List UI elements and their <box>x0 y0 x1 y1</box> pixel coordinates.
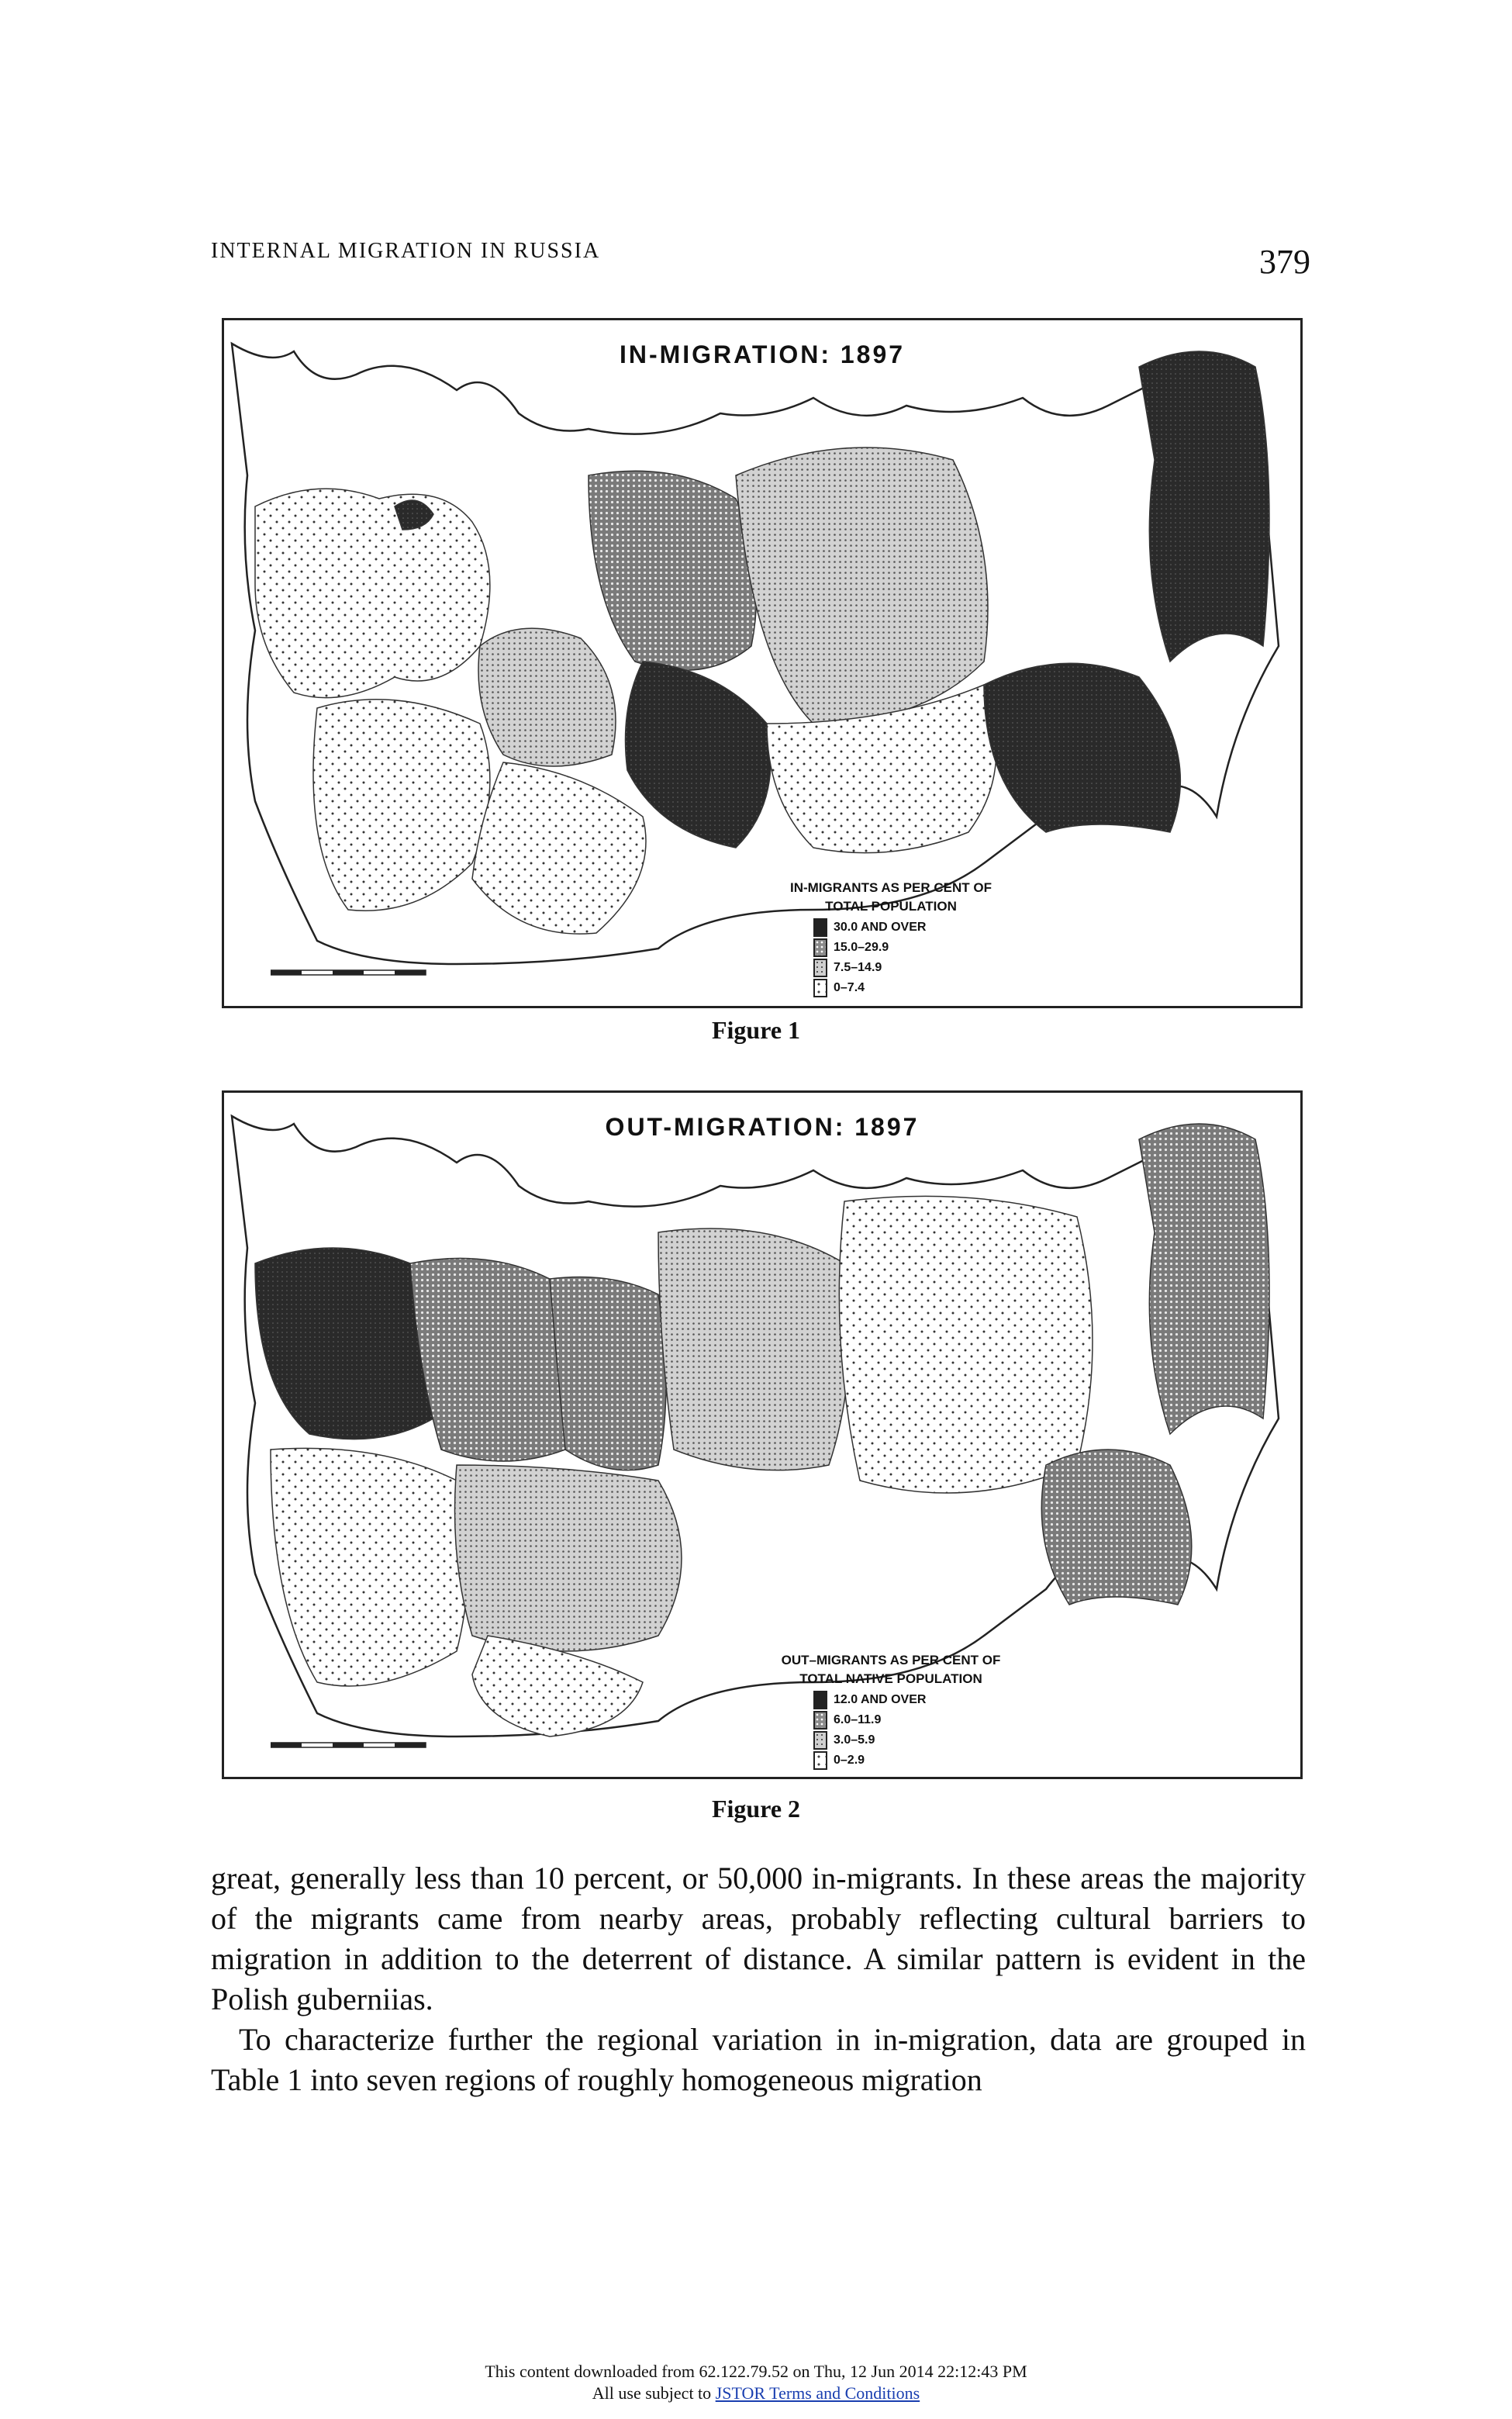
map-title: OUT-MIGRATION: 1897 <box>605 1113 920 1141</box>
map-region-east-siberia <box>838 1195 1093 1494</box>
scale-bar <box>271 969 426 976</box>
map-region-central-asia <box>471 1635 644 1737</box>
legend-label: 15.0–29.9 <box>834 941 889 954</box>
legend-swatch-dark <box>813 1691 827 1709</box>
map-legend: IN-MIGRANTS AS PER CENT OF TOTAL POPULAT… <box>736 879 1046 916</box>
map-legend: OUT–MIGRANTS AS PER CENT OF TOTAL NATIVE… <box>736 1651 1046 1688</box>
download-footer: This content downloaded from 62.122.79.5… <box>0 2361 1512 2404</box>
map-region-west-siberia <box>588 470 758 671</box>
legend-item: 15.0–29.9 <box>813 938 926 958</box>
legend-swatch-light <box>813 959 827 977</box>
body-paragraph: great, generally less than 10 percent, o… <box>211 1861 1306 2016</box>
map-region-petersburg <box>394 499 434 530</box>
out-migration-map <box>230 1114 1280 1738</box>
legend-label: 3.0–5.9 <box>834 1733 875 1747</box>
legend-label: 0–2.9 <box>834 1754 865 1767</box>
in-migration-map <box>230 341 1280 966</box>
in-migration-map-figure: IN-MIGRATION: 1897 IN-MIGRANTS AS PER CE… <box>222 318 1303 1008</box>
figure-caption: Figure 2 <box>711 1795 801 1823</box>
footer-line: This content downloaded from 62.122.79.5… <box>485 2362 1027 2381</box>
legend-label: 0–7.4 <box>834 981 865 994</box>
legend-caption-line1: OUT–MIGRANTS AS PER CENT OF <box>781 1653 1001 1667</box>
legend-item: 0–2.9 <box>813 1750 926 1771</box>
legend-item: 7.5–14.9 <box>813 958 926 978</box>
map-region-east-siberia <box>735 447 989 724</box>
legend-label: 30.0 AND OVER <box>834 921 927 934</box>
page-number: 379 <box>1259 243 1310 281</box>
map-region-volga <box>478 627 616 767</box>
legend-item: 12.0 AND OVER <box>813 1690 926 1710</box>
legend-caption-line2: TOTAL POPULATION <box>825 899 957 914</box>
footer-line: All use subject to JSTOR Terms and Condi… <box>0 2383 1512 2404</box>
running-head: INTERNAL MIGRATION IN RUSSIA <box>211 239 601 263</box>
legend-swatch-medium <box>813 938 827 957</box>
body-paragraph: To characterize further the regional var… <box>211 2022 1306 2097</box>
legend-items: 30.0 AND OVER 15.0–29.9 7.5–14.9 0–7.4 <box>813 917 926 998</box>
legend-swatch-dots <box>813 979 827 997</box>
footer-prefix: All use subject to <box>592 2383 716 2403</box>
legend-swatch-dots <box>813 1751 827 1770</box>
legend-item: 30.0 AND OVER <box>813 917 926 938</box>
map-region-steppe <box>454 1464 682 1652</box>
legend-items: 12.0 AND OVER 6.0–11.9 3.0–5.9 0–2.9 <box>813 1690 926 1771</box>
map-title: IN-MIGRATION: 1897 <box>619 340 906 368</box>
jstor-terms-link[interactable]: JSTOR Terms and Conditions <box>715 2383 920 2403</box>
legend-item: 3.0–5.9 <box>813 1730 926 1750</box>
legend-label: 6.0–11.9 <box>834 1713 882 1726</box>
map-region-amur <box>983 662 1182 833</box>
scale-bar <box>271 1742 426 1748</box>
map-region-transbaikal <box>766 684 997 854</box>
legend-swatch-light <box>813 1731 827 1750</box>
legend-swatch-dark <box>813 918 827 937</box>
map-region-central-asia <box>471 762 647 935</box>
map-region-ural <box>549 1276 667 1471</box>
legend-caption-line1: IN-MIGRANTS AS PER CENT OF <box>789 880 992 895</box>
map-region-amur <box>1041 1449 1193 1605</box>
figure-caption: Figure 1 <box>711 1016 801 1044</box>
out-migration-map-figure: OUT-MIGRATION: 1897 OUT–MIGRANTS AS PER … <box>222 1090 1303 1779</box>
map-region-south <box>312 699 491 911</box>
map-region-western <box>254 488 491 699</box>
map-region-south <box>270 1447 469 1687</box>
legend-item: 0–7.4 <box>813 978 926 998</box>
legend-item: 6.0–11.9 <box>813 1710 926 1730</box>
map-region-far-east <box>1138 1123 1270 1436</box>
map-region-west-siberia <box>658 1228 851 1471</box>
legend-label: 12.0 AND OVER <box>834 1693 927 1706</box>
map-region-steppe <box>624 661 772 848</box>
body-text: great, generally less than 10 percent, o… <box>211 1858 1306 2100</box>
legend-caption-line2: TOTAL NATIVE POPULATION <box>799 1671 982 1686</box>
legend-swatch-medium <box>813 1711 827 1730</box>
legend-label: 7.5–14.9 <box>834 961 882 974</box>
map-region-far-east <box>1138 351 1270 663</box>
